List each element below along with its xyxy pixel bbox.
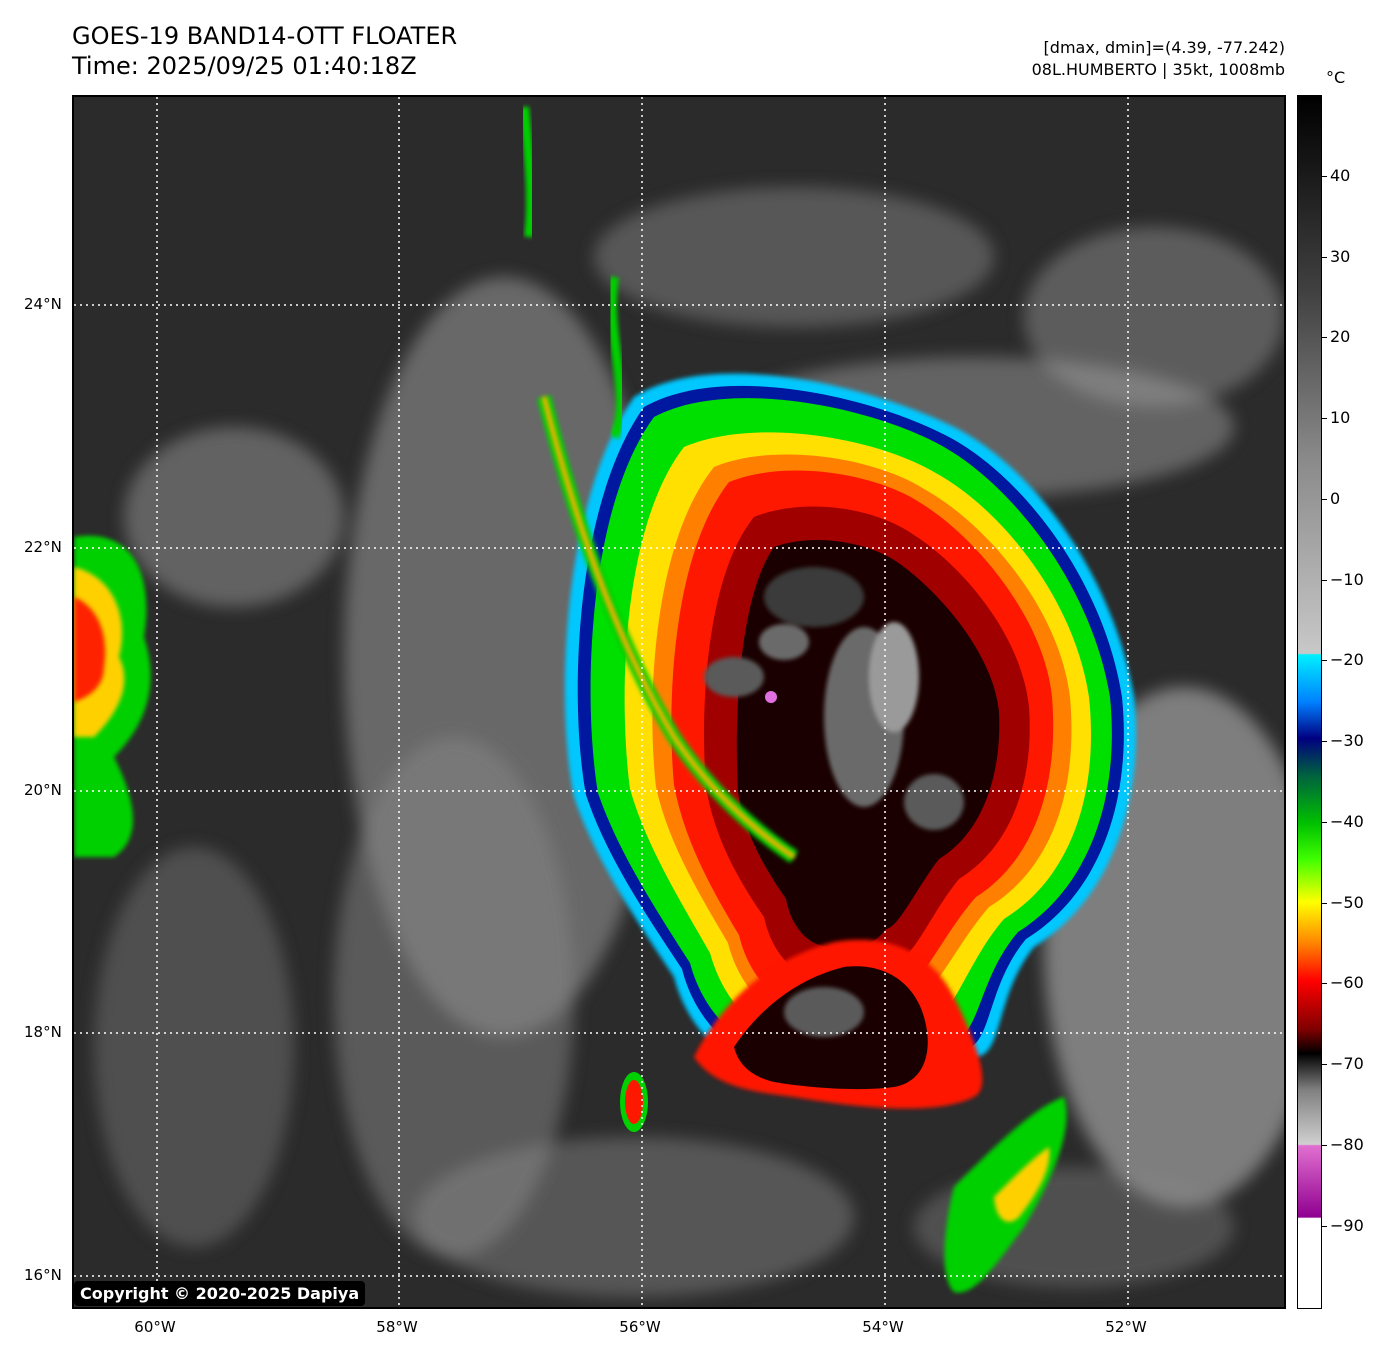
colorbar [1297, 95, 1322, 1309]
satellite-imagery [74, 97, 1284, 1307]
data-range-info: [dmax, dmin]=(4.39, -77.242) [1043, 38, 1285, 57]
colorbar-tick [1322, 498, 1327, 500]
colorbar-label: 30 [1330, 246, 1351, 266]
colorbar-label: −70 [1330, 1054, 1364, 1074]
colorbar-tick [1322, 660, 1327, 662]
lon-label-54w: 54°W [862, 1318, 904, 1336]
colorbar-label: 10 [1330, 408, 1351, 428]
colorbar-label: 40 [1330, 165, 1351, 185]
image-title: GOES-19 BAND14-OTT FLOATER [72, 22, 458, 50]
lat-lon-grid [74, 97, 1284, 1307]
lat-label-22n: 22°N [24, 538, 62, 556]
colorbar-label: 0 [1330, 488, 1341, 508]
colorbar-label: −60 [1330, 973, 1364, 993]
colorbar-tick [1322, 337, 1327, 339]
colorbar-label: −90 [1330, 1215, 1364, 1235]
colorbar-label: −80 [1330, 1135, 1364, 1155]
storm-convection [519, 106, 1136, 1293]
colorbar-label: 20 [1330, 327, 1351, 347]
lat-label-24n: 24°N [24, 295, 62, 313]
lon-label-52w: 52°W [1105, 1318, 1147, 1336]
colorbar-unit: °C [1326, 68, 1346, 87]
satellite-map [72, 95, 1286, 1309]
colorbar-label: −50 [1330, 892, 1364, 912]
colorbar-tick [1322, 256, 1327, 258]
left-edge-convection [74, 535, 151, 857]
colorbar-tick [1322, 902, 1327, 904]
colorbar-tick [1322, 418, 1327, 420]
colorbar-label: −20 [1330, 650, 1364, 670]
colorbar-tick [1322, 1064, 1327, 1066]
image-timestamp: Time: 2025/09/25 01:40:18Z [72, 52, 417, 80]
colorbar-label: −10 [1330, 569, 1364, 589]
colorbar-tick [1322, 983, 1327, 985]
colorbar-tick [1322, 1145, 1327, 1147]
colorbar-tick [1322, 821, 1327, 823]
lat-label-20n: 20°N [24, 781, 62, 799]
colorbar-tick [1322, 1225, 1327, 1227]
colorbar-label: −30 [1330, 731, 1364, 751]
storm-info: 08L.HUMBERTO | 35kt, 1008mb [1031, 60, 1285, 79]
copyright-notice: Copyright © 2020-2025 Dapiya [74, 1281, 366, 1306]
lon-label-56w: 56°W [619, 1318, 661, 1336]
lat-label-18n: 18°N [24, 1023, 62, 1041]
lon-label-60w: 60°W [134, 1318, 176, 1336]
colorbar-label: −40 [1330, 811, 1364, 831]
lon-label-58w: 58°W [376, 1318, 418, 1336]
lat-label-16n: 16°N [24, 1266, 62, 1284]
colorbar-tick [1322, 741, 1327, 743]
coldest-pixel-marker [765, 691, 777, 703]
colorbar-tick [1322, 579, 1327, 581]
colorbar-tick [1322, 175, 1327, 177]
